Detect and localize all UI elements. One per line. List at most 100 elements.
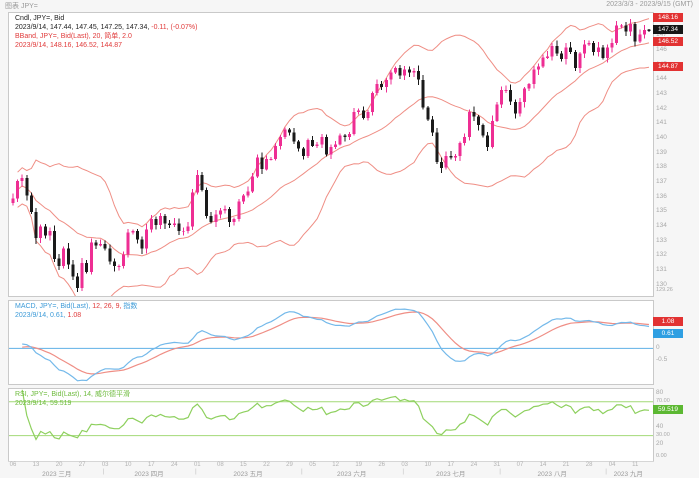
time-axis-month-separator: | bbox=[102, 468, 105, 475]
main-axis-tick: 140 bbox=[656, 133, 667, 141]
time-axis-month-separator: | bbox=[605, 468, 607, 475]
main-axis-tick: 141 bbox=[656, 119, 667, 127]
macd-type: 指数 bbox=[123, 303, 138, 310]
time-axis-day-tick: 15 bbox=[240, 462, 247, 468]
bollinger-middle-price-box: 146.52 bbox=[653, 37, 683, 47]
candles bbox=[11, 19, 651, 293]
rsi-legend: RSI, JPY=, Bid(Last), 14, 威尔德平滑 2023/9/1… bbox=[15, 390, 130, 408]
time-axis-day-tick: 13 bbox=[32, 462, 40, 468]
macd-chart[interactable] bbox=[9, 301, 653, 384]
time-axis-month-label: 2023 五月 bbox=[233, 471, 263, 478]
candle-series-label: Cndl, JPY=, Bid bbox=[15, 15, 65, 22]
main-chart-legend: Cndl, JPY=, Bid 2023/9/14, 147.44, 147.4… bbox=[15, 14, 197, 50]
rsi-axis-tick: 40 bbox=[656, 422, 664, 430]
time-axis-day-tick: 31 bbox=[493, 462, 501, 468]
time-axis-day-tick: 07 bbox=[516, 462, 524, 468]
time-axis-day-tick: 08 bbox=[217, 462, 224, 468]
bollinger-lower-line bbox=[17, 66, 650, 296]
time-axis-month-label: 2023 八月 bbox=[537, 471, 567, 478]
bollinger-upper-line bbox=[17, 18, 650, 228]
time-axis-month-label: 2023 七月 bbox=[436, 471, 466, 478]
time-axis-month-label: 2023 四月 bbox=[134, 471, 164, 478]
main-axis-tick: 130 bbox=[656, 280, 667, 288]
main-axis-tick: 146 bbox=[656, 45, 667, 53]
rsi-lower-band-label: 30.00 bbox=[656, 431, 670, 438]
main-axis-tick: 139 bbox=[656, 148, 667, 156]
rsi-series-label: RSI, JPY=, Bid(Last), 14, 威尔德平滑 bbox=[15, 391, 130, 398]
macd-panel[interactable]: MACD, JPY=, Bid(Last), 12, 26, 9, 指数 202… bbox=[8, 300, 654, 385]
chart-date-range: 2023/3/3 - 2023/9/15 (GMT) bbox=[606, 1, 693, 8]
main-axis-tick: 133 bbox=[656, 236, 667, 244]
time-axis-line bbox=[8, 461, 654, 462]
time-axis-day-tick: 14 bbox=[539, 462, 547, 468]
bollinger-bands bbox=[17, 18, 650, 296]
main-axis-tick: 138 bbox=[656, 163, 667, 171]
candle-change-value: -0.11, (-0.07%) bbox=[151, 24, 198, 31]
time-axis-month-separator: | bbox=[195, 468, 197, 475]
macd-value-box: 0.61 bbox=[653, 328, 683, 338]
main-axis-min-label: 129.26 bbox=[656, 287, 673, 293]
macd-signal-line bbox=[22, 311, 650, 375]
bollinger-lower-price-box: 144.87 bbox=[653, 61, 683, 71]
main-axis-tick: 142 bbox=[656, 104, 667, 112]
main-axis-tick: 135 bbox=[656, 207, 667, 215]
rsi-chart[interactable] bbox=[9, 389, 653, 461]
rsi-axis-min-label: 0.00 bbox=[656, 453, 667, 459]
time-axis-day-tick: 04 bbox=[608, 462, 616, 468]
macd-series-label: MACD, JPY=, Bid(Last), bbox=[15, 303, 93, 310]
time-axis-month-separator: | bbox=[402, 468, 405, 475]
rsi-upper-band-label: 70.00 bbox=[656, 397, 670, 404]
rsi-axis-tick: 80 bbox=[656, 388, 664, 396]
candle-ohlc-values: 2023/9/14, 147.44, 147.45, 147.25, 147.3… bbox=[15, 24, 152, 31]
time-axis-day-tick: 17 bbox=[447, 462, 455, 468]
main-axis-tick: 137 bbox=[656, 177, 667, 185]
main-axis-tick: 147 bbox=[656, 31, 667, 39]
time-axis-day-tick: 27 bbox=[78, 462, 86, 468]
bollinger-middle-line bbox=[17, 42, 650, 257]
main-chart-panel[interactable]: Cndl, JPY=, Bid 2023/9/14, 147.44, 147.4… bbox=[8, 12, 654, 297]
time-axis-day-tick: 10 bbox=[124, 462, 132, 468]
time-axis-month-separator: | bbox=[301, 468, 303, 475]
time-axis-day-tick: 22 bbox=[263, 462, 270, 468]
time-axis-day-tick: 19 bbox=[355, 462, 363, 468]
main-axis-tick: 131 bbox=[656, 266, 667, 273]
time-axis-day-tick: 21 bbox=[562, 462, 570, 468]
time-axis-day-tick: 06 bbox=[9, 462, 17, 468]
time-axis-day-tick: 12 bbox=[332, 462, 339, 468]
time-axis-day-tick: 24 bbox=[170, 462, 178, 468]
last-price-box: 147.34 bbox=[653, 25, 683, 35]
time-axis-day-tick: 26 bbox=[378, 462, 386, 468]
time-axis-day-tick: 29 bbox=[286, 462, 293, 468]
candlestick-chart[interactable] bbox=[9, 13, 653, 296]
time-axis-day-tick: 01 bbox=[193, 462, 201, 468]
rsi-line bbox=[21, 389, 650, 441]
main-axis-tick: 134 bbox=[656, 222, 667, 229]
bollinger-upper-price-box: 148.16 bbox=[653, 13, 683, 23]
macd-line bbox=[22, 308, 650, 382]
time-axis-day-tick: 24 bbox=[470, 462, 478, 468]
time-axis-month-separator: | bbox=[499, 468, 501, 475]
time-axis-day-tick: 03 bbox=[401, 462, 409, 468]
window-title: 图表 JPY= bbox=[5, 3, 38, 10]
time-axis-day-tick: 20 bbox=[55, 462, 63, 468]
time-axis-day-tick: 28 bbox=[585, 462, 593, 468]
macd-legend: MACD, JPY=, Bid(Last), 12, 26, 9, 指数 202… bbox=[15, 302, 137, 320]
rsi-value-box: 59.519 bbox=[653, 405, 683, 415]
main-axis-tick: 132 bbox=[656, 251, 667, 259]
time-axis-month-label: 2023 六月 bbox=[337, 471, 367, 478]
macd-current-value: 2023/9/14, 0.61, bbox=[15, 312, 68, 319]
macd-params: 12, 26, 9, bbox=[92, 303, 124, 310]
rsi-panel[interactable]: RSI, JPY=, Bid(Last), 14, 威尔德平滑 2023/9/1… bbox=[8, 388, 654, 462]
main-axis-tick: 144 bbox=[656, 75, 667, 83]
time-axis-month-label: 2023 三月 bbox=[42, 471, 72, 478]
main-axis-tick: 143 bbox=[656, 89, 667, 97]
macd-signal-value-box: 1.08 bbox=[653, 317, 683, 327]
time-axis-day-tick: 03 bbox=[101, 462, 109, 468]
time-axis-month-label: 2023 九月 bbox=[613, 471, 643, 478]
main-axis-tick: 136 bbox=[656, 192, 667, 200]
time-axis-day-tick: 11 bbox=[632, 462, 639, 468]
macd-axis-tick: -0.5 bbox=[656, 355, 668, 363]
macd-axis-tick: 0 bbox=[656, 343, 660, 351]
bollinger-series-label: BBand, JPY=, Bid(Last), 20, 简单, 2.0 bbox=[15, 33, 132, 40]
time-axis-day-tick: 17 bbox=[147, 462, 155, 468]
